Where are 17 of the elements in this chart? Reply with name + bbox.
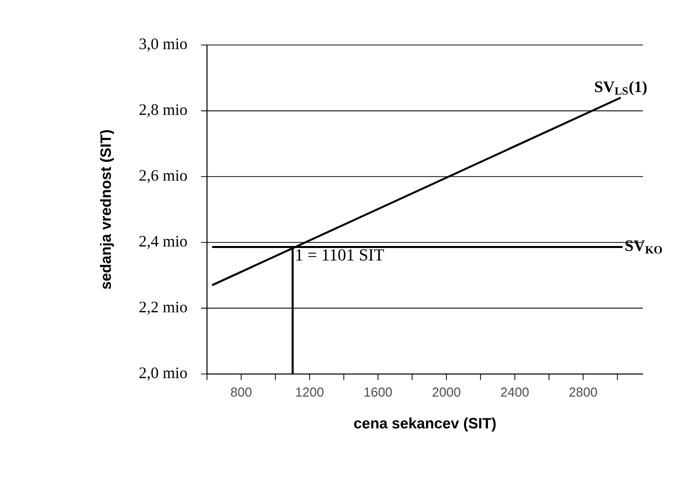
y-tick-label: 3,0 mio [140,38,187,52]
x-tick-label: 2800 [569,388,598,397]
y-tick-label: 2,0 mio [139,367,187,381]
y-axis-title: sedanja vrednost (SIT) [100,130,114,290]
y-tick-label: 2,6 mio [139,170,187,184]
y-tick-label: 2,8 mio [139,104,187,118]
x-tick-label: 800 [230,388,252,397]
series-label: SV$_{LS}$(1) [595,80,647,96]
y-tick-label: 2,2 mio [139,302,187,315]
x-axis-title: cena sekancev (SIT) [354,418,496,432]
series-label: SV$_{KO}$ [626,240,662,254]
x-tick-label: 2000 [432,388,460,397]
x-tick-label: 1600 [364,388,392,397]
annotation: 1 = 1101 SIT [296,249,384,261]
x-tick-label: 1200 [296,388,324,397]
x-tick-label: 2400 [501,388,529,397]
y-tick-label: 2,4 mio [139,236,187,249]
